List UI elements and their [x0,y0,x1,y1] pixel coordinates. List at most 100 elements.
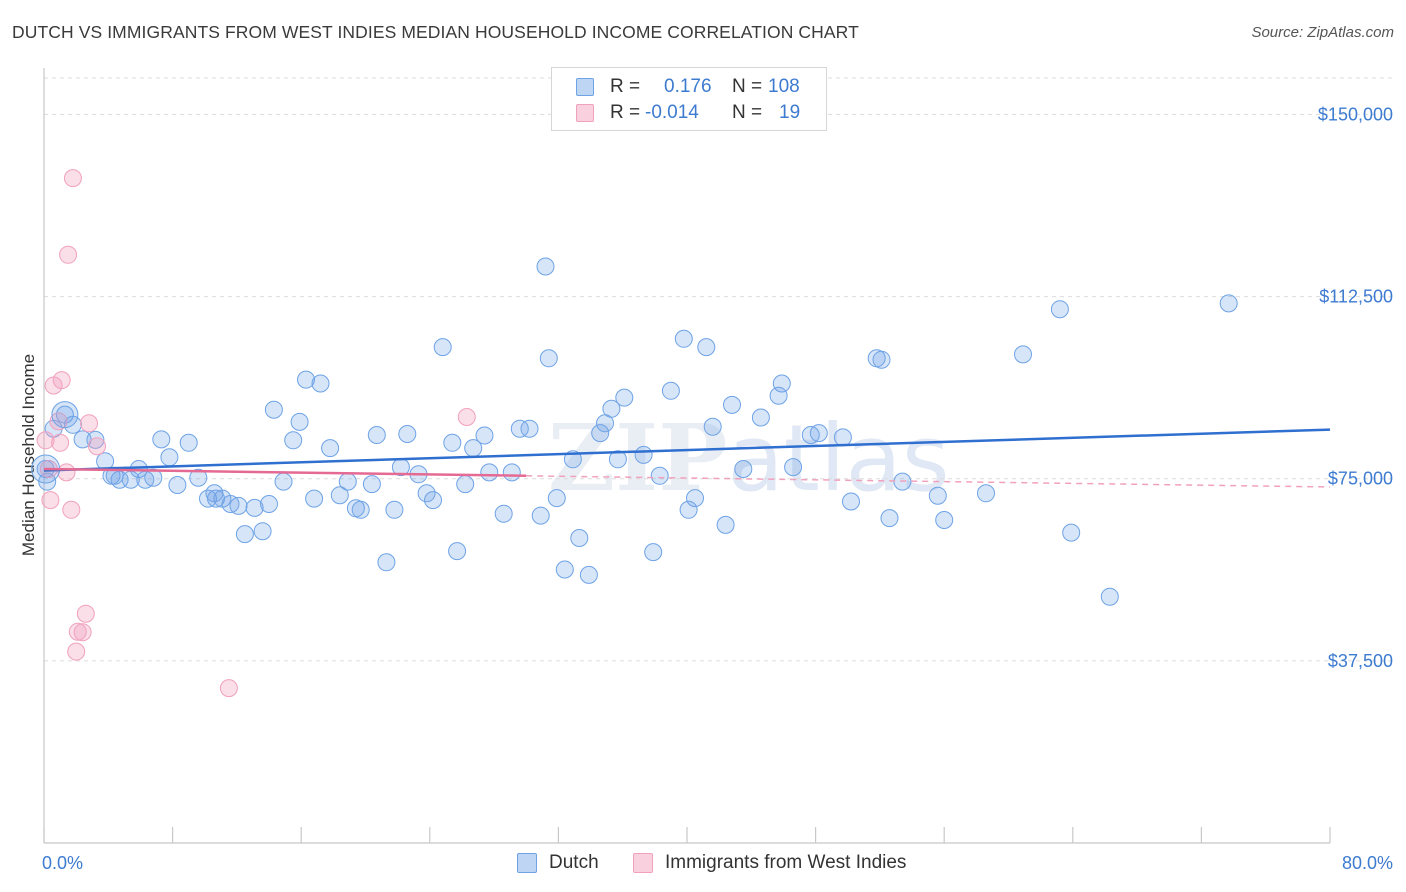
data-point [377,553,396,572]
y-tick-label: $150,000 [1318,104,1393,124]
data-point [570,529,589,547]
data-point [928,486,947,505]
data-point [1014,345,1032,364]
data-point [872,350,891,369]
data-point [86,430,105,449]
data-point [57,463,76,482]
data-point [842,492,860,511]
legend-item-west-indies: Immigrants from West Indies [633,852,953,876]
trend-line [43,428,1331,472]
data-point [189,468,208,487]
data-point [650,466,669,485]
data-point [152,430,171,449]
data-point [433,338,452,357]
west-indies-legend-icon [633,853,653,873]
x-tick-label-min: 0.0% [42,853,83,873]
data-point [772,374,791,393]
data-point [179,433,198,452]
data-point [59,245,78,264]
series-layer [31,169,1331,698]
data-point [734,460,753,478]
data-point [284,431,303,450]
data-point [634,445,653,464]
data-point [661,381,680,400]
data-point [80,414,98,433]
y-tick-labels: $37,500 $75,000 $112,500 $150,000 [1318,104,1393,670]
data-point [321,439,340,458]
data-point [144,468,163,487]
data-point [935,511,954,529]
series-west-indies [36,169,476,698]
legend-label-dutch: Dutch [549,852,599,873]
data-point [703,417,722,436]
data-point [1100,587,1119,606]
data-point [480,463,499,482]
data-point [68,622,87,641]
data-point [245,498,264,517]
r-label: R = [610,102,641,123]
source-label: Source: ZipAtlas.com [1251,24,1394,41]
data-point [880,509,899,528]
data-point [417,484,436,503]
data-point [674,329,693,348]
data-point [49,412,68,431]
data-point [443,433,462,452]
chart-title: DUTCH VS IMMIGRANTS FROM WEST INDIES MED… [12,22,859,42]
data-point [833,428,852,447]
data-point [385,500,404,519]
data-point [264,400,283,419]
data-point [63,169,82,188]
data-point [52,371,71,390]
data-point [494,504,513,523]
data-point [73,430,92,449]
data-point [520,419,539,438]
data-point [274,472,293,491]
y-tick-label: $37,500 [1328,651,1393,671]
data-point [448,542,467,561]
data-point [555,560,574,579]
data-point [305,489,324,508]
data-point [88,437,106,456]
data-point [367,426,386,444]
data-point [475,426,494,445]
data-point [531,506,550,525]
r-value: -0.014 [645,102,699,123]
data-point [547,489,566,508]
west-indies-swatch-icon [576,104,594,122]
series-dutch [36,257,1238,606]
data-point [51,433,70,452]
n-label: N = [732,102,763,123]
data-point [751,408,770,427]
r-value: 0.176 [664,76,712,97]
data-point [615,388,634,407]
y-axis-title: Median Household Income [19,354,38,556]
x-tick-labels: 0.0% 80.0% [42,853,1393,873]
data-point [510,419,529,438]
data-point [602,399,621,418]
data-point [679,500,698,519]
data-point [502,463,521,482]
data-point [723,395,741,414]
data-point [235,525,254,544]
data-point [297,370,315,389]
data-point [1062,523,1081,542]
stats-legend: R = 0.176 N = 108 R = -0.014 N = 19 [551,67,827,131]
data-point [457,408,476,426]
data-point [686,489,704,508]
dutch-swatch-icon [576,78,594,96]
watermark-text: ZIPatlas [548,404,950,512]
n-label: N = [732,76,763,97]
data-point [168,476,187,494]
data-point [62,500,81,519]
legend-item-dutch: Dutch [517,852,617,876]
data-point [76,604,95,623]
data-point [809,424,828,443]
data-point [456,475,475,494]
data-point [351,500,370,519]
trend-line [43,467,527,478]
watermark: ZIPatlas [548,404,950,512]
data-point [977,484,995,503]
data-point [73,623,92,642]
data-point [784,458,803,477]
